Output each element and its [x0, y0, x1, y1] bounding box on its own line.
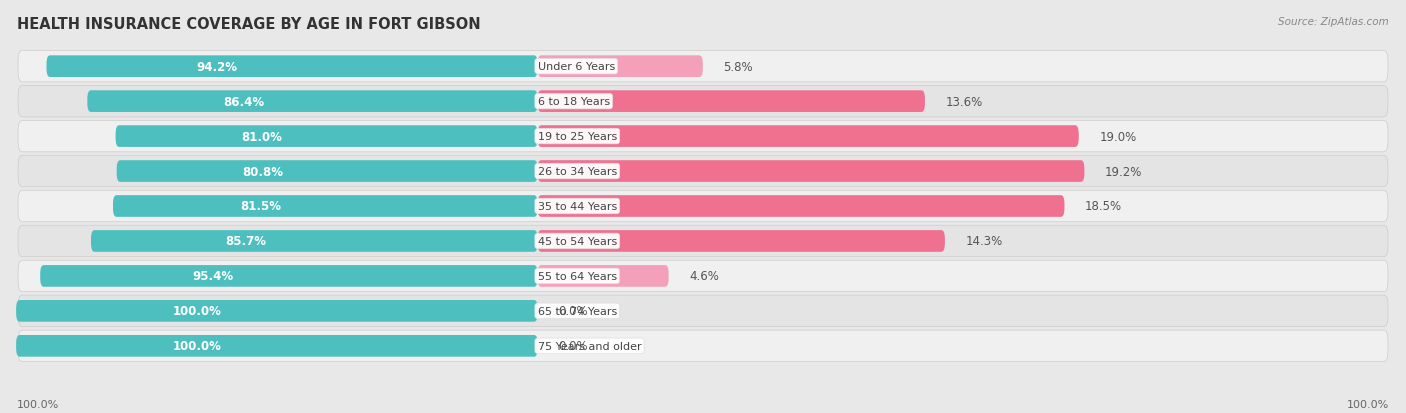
- Text: 75 Years and older: 75 Years and older: [537, 341, 641, 351]
- Text: Under 6 Years: Under 6 Years: [537, 62, 614, 72]
- Text: 81.0%: 81.0%: [242, 130, 283, 143]
- FancyBboxPatch shape: [41, 266, 537, 287]
- FancyBboxPatch shape: [537, 266, 669, 287]
- Text: 35 to 44 Years: 35 to 44 Years: [537, 202, 617, 211]
- FancyBboxPatch shape: [46, 56, 537, 78]
- FancyBboxPatch shape: [537, 56, 703, 78]
- Text: 19 to 25 Years: 19 to 25 Years: [537, 132, 617, 142]
- Text: 81.5%: 81.5%: [240, 200, 281, 213]
- FancyBboxPatch shape: [18, 156, 1388, 188]
- Text: HEALTH INSURANCE COVERAGE BY AGE IN FORT GIBSON: HEALTH INSURANCE COVERAGE BY AGE IN FORT…: [17, 17, 481, 31]
- FancyBboxPatch shape: [15, 300, 537, 322]
- FancyBboxPatch shape: [18, 330, 1388, 362]
- FancyBboxPatch shape: [112, 196, 537, 217]
- Text: 55 to 64 Years: 55 to 64 Years: [537, 271, 617, 281]
- Text: 18.5%: 18.5%: [1085, 200, 1122, 213]
- FancyBboxPatch shape: [87, 91, 537, 113]
- Text: 100.0%: 100.0%: [173, 339, 222, 352]
- FancyBboxPatch shape: [537, 91, 925, 113]
- Text: 13.6%: 13.6%: [946, 95, 983, 108]
- FancyBboxPatch shape: [537, 196, 1064, 217]
- FancyBboxPatch shape: [18, 191, 1388, 222]
- FancyBboxPatch shape: [537, 161, 1084, 183]
- FancyBboxPatch shape: [18, 261, 1388, 292]
- Text: 65 to 74 Years: 65 to 74 Years: [537, 306, 617, 316]
- Text: 19.2%: 19.2%: [1105, 165, 1143, 178]
- FancyBboxPatch shape: [537, 126, 1078, 147]
- Text: 100.0%: 100.0%: [173, 305, 222, 318]
- Text: 26 to 34 Years: 26 to 34 Years: [537, 166, 617, 177]
- Text: 4.6%: 4.6%: [689, 270, 720, 283]
- Text: 19.0%: 19.0%: [1099, 130, 1136, 143]
- Text: 45 to 54 Years: 45 to 54 Years: [537, 236, 617, 247]
- FancyBboxPatch shape: [18, 225, 1388, 257]
- FancyBboxPatch shape: [91, 230, 537, 252]
- Text: 85.7%: 85.7%: [225, 235, 267, 248]
- FancyBboxPatch shape: [18, 86, 1388, 118]
- FancyBboxPatch shape: [18, 295, 1388, 327]
- Text: 6 to 18 Years: 6 to 18 Years: [537, 97, 610, 107]
- Text: 86.4%: 86.4%: [224, 95, 264, 108]
- Text: 0.0%: 0.0%: [558, 305, 588, 318]
- FancyBboxPatch shape: [18, 121, 1388, 152]
- Text: 5.8%: 5.8%: [724, 61, 754, 74]
- Text: 0.0%: 0.0%: [558, 339, 588, 352]
- Text: 100.0%: 100.0%: [1347, 399, 1389, 409]
- Text: 95.4%: 95.4%: [193, 270, 233, 283]
- Text: 100.0%: 100.0%: [17, 399, 59, 409]
- FancyBboxPatch shape: [18, 51, 1388, 83]
- FancyBboxPatch shape: [117, 161, 537, 183]
- FancyBboxPatch shape: [537, 230, 945, 252]
- FancyBboxPatch shape: [15, 335, 537, 357]
- FancyBboxPatch shape: [115, 126, 537, 147]
- Text: 94.2%: 94.2%: [197, 61, 238, 74]
- Text: 14.3%: 14.3%: [966, 235, 1002, 248]
- Text: Source: ZipAtlas.com: Source: ZipAtlas.com: [1278, 17, 1389, 26]
- Text: 80.8%: 80.8%: [242, 165, 283, 178]
